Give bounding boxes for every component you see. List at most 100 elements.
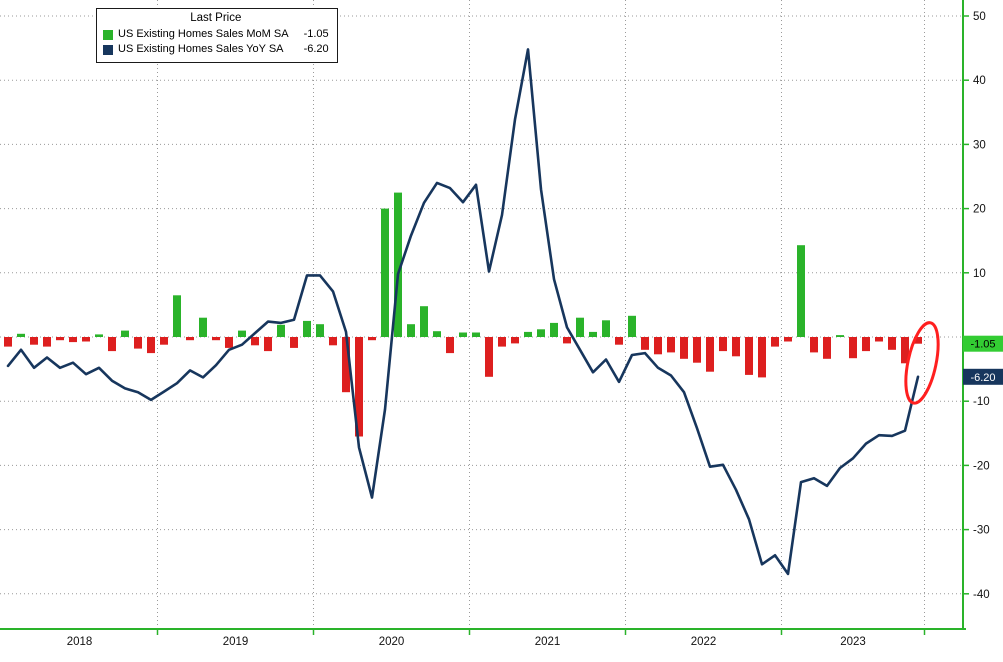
last-mom-badge-text: -1.05 — [970, 339, 995, 351]
mom-bar — [394, 192, 402, 337]
mom-bar — [485, 337, 493, 377]
mom-bar — [875, 337, 883, 342]
mom-bar — [524, 331, 532, 337]
mom-bar — [849, 337, 857, 359]
mom-bar — [134, 337, 142, 349]
mom-bar — [654, 337, 662, 355]
mom-bar — [342, 337, 350, 393]
mom-bar — [693, 337, 701, 363]
mom-bar — [511, 337, 519, 344]
mom-bar — [602, 320, 610, 337]
legend: Last Price US Existing Homes Sales MoM S… — [96, 8, 338, 63]
last-yoy-badge-text: -6.20 — [970, 372, 995, 384]
y-tick-label: -10 — [973, 396, 990, 408]
mom-bar — [160, 337, 168, 345]
mom-bar — [472, 332, 480, 337]
mom-bar — [615, 337, 623, 345]
mom-bar — [706, 337, 714, 372]
mom-bar — [303, 320, 311, 337]
mom-bar — [914, 337, 922, 344]
mom-bar — [576, 317, 584, 337]
mom-bar — [56, 337, 64, 341]
x-year-label: 2019 — [223, 636, 249, 648]
x-year-label: 2021 — [535, 636, 561, 648]
mom-bar — [4, 337, 12, 347]
mom-bar — [797, 245, 805, 337]
last-yoy-badge — [963, 368, 1003, 385]
x-year-label: 2020 — [379, 636, 405, 648]
mom-bar — [121, 330, 129, 337]
mom-bar — [901, 337, 909, 364]
mom-bar — [251, 337, 259, 346]
mom-series-swatch-icon — [103, 29, 113, 40]
mom-bar — [641, 337, 649, 350]
mom-bar — [836, 335, 844, 337]
highlight-ellipse — [904, 321, 940, 405]
mom-bar — [238, 330, 246, 337]
mom-bar — [537, 329, 545, 337]
mom-bar — [628, 315, 636, 337]
mom-bar — [745, 337, 753, 375]
mom-bar — [173, 295, 181, 337]
mom-bar — [823, 337, 831, 359]
mom-bar — [563, 337, 571, 344]
mom-bar — [225, 337, 233, 348]
legend-value-mom: -1.05 — [303, 28, 329, 40]
x-year-label: 2018 — [67, 636, 93, 648]
mom-bar — [459, 332, 467, 337]
mom-bar — [316, 324, 324, 337]
legend-label-yoy: US Existing Homes Sales YoY SA — [118, 43, 284, 55]
mom-bar — [264, 337, 272, 352]
mom-bar — [680, 337, 688, 359]
mom-bar — [108, 337, 116, 352]
mom-bar — [498, 337, 506, 347]
mom-bar — [329, 337, 337, 346]
mom-bar — [550, 322, 558, 337]
mom-bar — [355, 337, 363, 437]
mom-bar — [82, 337, 90, 342]
mom-bar — [433, 331, 441, 337]
mom-bar — [17, 333, 25, 337]
x-year-label: 2023 — [840, 636, 866, 648]
mom-bar — [758, 337, 766, 378]
y-tick-label: -40 — [973, 589, 990, 601]
mom-bar — [732, 337, 740, 357]
legend-title: Last Price — [190, 12, 242, 24]
mom-bar — [43, 337, 51, 347]
mom-bar — [69, 337, 77, 343]
legend-label-mom: US Existing Homes Sales MoM SA — [118, 28, 289, 40]
y-tick-label: 50 — [973, 11, 986, 23]
mom-bar — [719, 337, 727, 352]
last-mom-badge — [963, 335, 1003, 352]
mom-bar — [784, 337, 792, 342]
yoy-line — [6, 48, 920, 576]
y-tick-label: 40 — [973, 75, 986, 87]
mom-bar — [888, 337, 896, 350]
mom-bar — [277, 324, 285, 337]
mom-bar — [199, 317, 207, 337]
mom-bar — [407, 324, 415, 337]
mom-bar — [667, 337, 675, 353]
mom-bar — [381, 208, 389, 337]
mom-bar — [212, 337, 220, 341]
mom-bar — [95, 334, 103, 337]
mom-bar — [862, 337, 870, 352]
mom-bar — [446, 337, 454, 354]
mom-bar — [810, 337, 818, 353]
y-tick-label: -30 — [973, 525, 990, 537]
mom-bar — [290, 337, 298, 348]
mom-bar — [771, 337, 779, 347]
y-tick-label: -20 — [973, 460, 990, 472]
legend-item-mom: US Existing Homes Sales MoM SA -1.05 — [103, 27, 329, 42]
yoy-series-swatch-icon — [103, 44, 113, 55]
legend-item-yoy: US Existing Homes Sales YoY SA -6.20 — [103, 42, 329, 57]
mom-bar — [186, 337, 194, 341]
mom-bar — [589, 331, 597, 337]
y-tick-label: 20 — [973, 204, 986, 216]
mom-bar — [420, 306, 428, 337]
mom-bar — [147, 337, 155, 354]
legend-value-yoy: -6.20 — [303, 43, 329, 55]
